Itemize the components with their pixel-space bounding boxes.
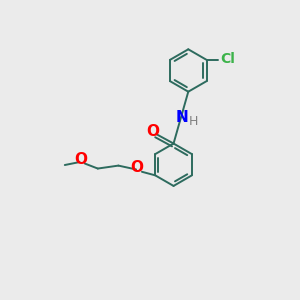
Text: O: O — [74, 152, 87, 166]
Text: O: O — [146, 124, 159, 139]
Text: N: N — [176, 110, 189, 125]
Text: O: O — [131, 160, 144, 175]
Text: Cl: Cl — [220, 52, 235, 66]
Text: H: H — [189, 115, 198, 128]
